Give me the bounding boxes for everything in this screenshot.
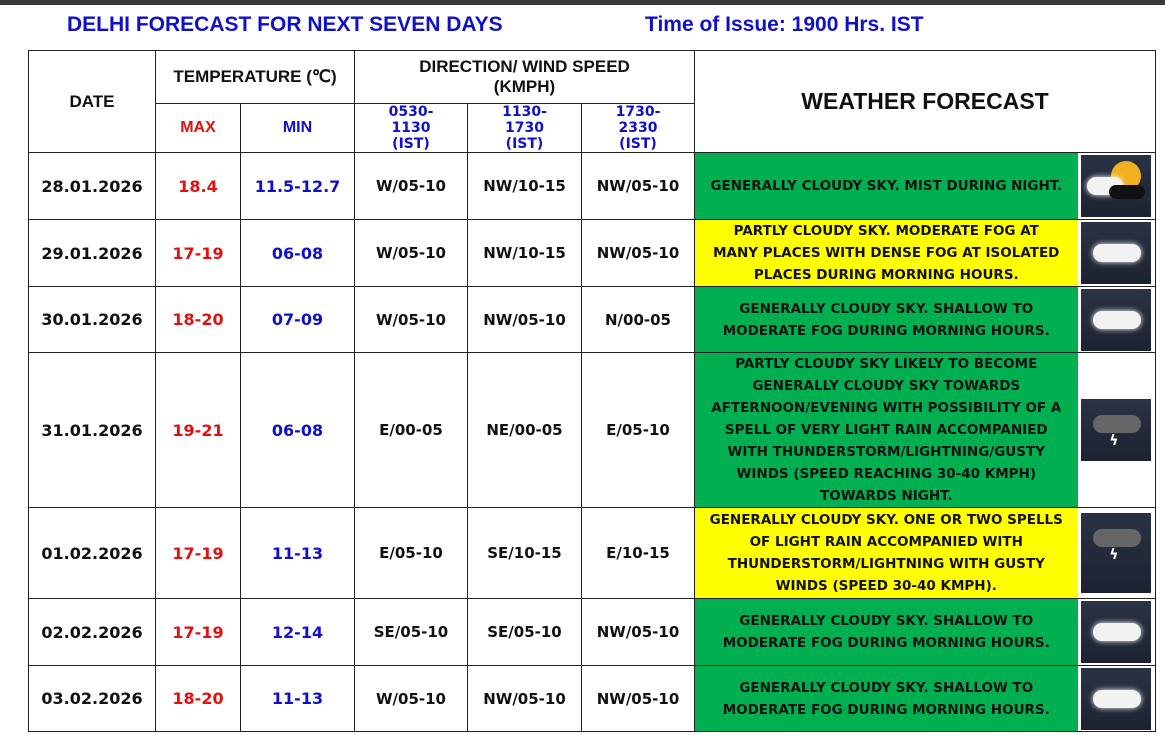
header-forecast: WEATHER FORECAST (694, 50, 1156, 153)
date-cell: 02.02.2026 (28, 598, 156, 666)
header-min: MIN (240, 103, 355, 153)
wind-slot1-cell: W/05-10 (354, 152, 468, 220)
weather-icon-cell: ϟ (1077, 507, 1156, 599)
weather-icon-cell (1077, 152, 1156, 220)
max-temp-cell: 17-19 (155, 219, 241, 287)
table-row: 03.02.2026 18-20 11-13 W/05-10 NW/05-10 … (28, 665, 1156, 732)
wind-slot2-cell: SE/05-10 (467, 598, 582, 666)
header-date: DATE (28, 50, 156, 153)
weather-icon-cell (1077, 598, 1156, 666)
fog-icon (1081, 667, 1152, 730)
table-row: 28.01.2026 18.4 11.5-12.7 W/05-10 NW/10-… (28, 152, 1156, 220)
weather-icon-cell (1077, 286, 1156, 353)
min-temp-cell: 11.5-12.7 (240, 152, 355, 220)
wind-slot3-cell: E/10-15 (581, 507, 695, 599)
date-cell: 28.01.2026 (28, 152, 156, 220)
forecast-cell: GENERALLY CLOUDY SKY. ONE OR TWO SPELLS … (694, 507, 1078, 599)
forecast-table: DATE TEMPERATURE (℃) DIRECTION/ WIND SPE… (28, 50, 1156, 732)
fog-icon (1081, 222, 1152, 284)
min-temp-cell: 06-08 (240, 352, 355, 508)
forecast-cell: PARTLY CLOUDY SKY. MODERATE FOG AT MANY … (694, 219, 1078, 287)
header-max: MAX (155, 103, 241, 153)
wind-slot1-cell: W/05-10 (354, 286, 468, 353)
wind-slot3-cell: NW/05-10 (581, 598, 695, 666)
wind-slot2-cell: NW/10-15 (467, 152, 582, 220)
wind-slot1-cell: W/05-10 (354, 665, 468, 732)
wind-slot1-cell: SE/05-10 (354, 598, 468, 666)
page-title: DELHI FORECAST FOR NEXT SEVEN DAYS (67, 13, 503, 36)
table-row: 01.02.2026 17-19 11-13 E/05-10 SE/10-15 … (28, 507, 1156, 599)
forecast-cell: GENERALLY CLOUDY SKY. SHALLOW TO MODERAT… (694, 286, 1078, 353)
wind-slot3-cell: NW/05-10 (581, 152, 695, 220)
wind-slot2-cell: NE/00-05 (467, 352, 582, 508)
thunderstorm-icon: ϟ (1081, 399, 1152, 461)
thunderstorm-icon: ϟ (1081, 513, 1152, 593)
fog-icon (1081, 601, 1152, 663)
header-wind: DIRECTION/ WIND SPEED (KMPH) (354, 50, 695, 104)
date-cell: 29.01.2026 (28, 219, 156, 287)
wind-slot2-cell: NW/10-15 (467, 219, 582, 287)
weather-icon-cell (1077, 219, 1156, 287)
max-temp-cell: 18-20 (155, 286, 241, 353)
wind-slot3-cell: NW/05-10 (581, 219, 695, 287)
partly-cloudy-sun-icon (1081, 155, 1152, 217)
min-temp-cell: 07-09 (240, 286, 355, 353)
wind-slot3-cell: E/05-10 (581, 352, 695, 508)
header-slot3: 1730-2330 (IST) (581, 103, 695, 153)
date-cell: 30.01.2026 (28, 286, 156, 353)
time-of-issue: Time of Issue: 1900 Hrs. IST (645, 13, 924, 36)
weather-icon-cell (1077, 665, 1156, 732)
max-temp-cell: 18.4 (155, 152, 241, 220)
max-temp-cell: 19-21 (155, 352, 241, 508)
header-slot2: 1130-1730 (IST) (467, 103, 582, 153)
fog-icon (1081, 288, 1152, 351)
forecast-cell: GENERALLY CLOUDY SKY. SHALLOW TO MODERAT… (694, 598, 1078, 666)
max-temp-cell: 17-19 (155, 598, 241, 666)
table-row: 30.01.2026 18-20 07-09 W/05-10 NW/05-10 … (28, 286, 1156, 353)
date-cell: 03.02.2026 (28, 665, 156, 732)
min-temp-cell: 06-08 (240, 219, 355, 287)
table-row: 02.02.2026 17-19 12-14 SE/05-10 SE/05-10… (28, 598, 1156, 666)
min-temp-cell: 11-13 (240, 665, 355, 732)
forecast-cell: GENERALLY CLOUDY SKY. MIST DURING NIGHT. (694, 152, 1078, 220)
wind-slot3-cell: N/00-05 (581, 286, 695, 353)
wind-slot2-cell: NW/05-10 (467, 665, 582, 732)
wind-slot3-cell: NW/05-10 (581, 665, 695, 732)
forecast-cell: PARTLY CLOUDY SKY LIKELY TO BECOME GENER… (694, 352, 1078, 508)
top-bar (0, 0, 1165, 5)
max-temp-cell: 18-20 (155, 665, 241, 732)
date-cell: 01.02.2026 (28, 507, 156, 599)
weather-icon-cell: ϟ (1077, 352, 1156, 508)
header-slot1: 0530-1130 (IST) (354, 103, 468, 153)
table-row: 29.01.2026 17-19 06-08 W/05-10 NW/10-15 … (28, 219, 1156, 287)
min-temp-cell: 11-13 (240, 507, 355, 599)
header-temperature: TEMPERATURE (℃) (155, 50, 355, 104)
wind-slot1-cell: E/00-05 (354, 352, 468, 508)
min-temp-cell: 12-14 (240, 598, 355, 666)
wind-slot1-cell: E/05-10 (354, 507, 468, 599)
date-cell: 31.01.2026 (28, 352, 156, 508)
forecast-cell: GENERALLY CLOUDY SKY. SHALLOW TO MODERAT… (694, 665, 1078, 732)
wind-slot2-cell: NW/05-10 (467, 286, 582, 353)
wind-slot2-cell: SE/10-15 (467, 507, 582, 599)
wind-slot1-cell: W/05-10 (354, 219, 468, 287)
max-temp-cell: 17-19 (155, 507, 241, 599)
table-row: 31.01.2026 19-21 06-08 E/00-05 NE/00-05 … (28, 352, 1156, 508)
